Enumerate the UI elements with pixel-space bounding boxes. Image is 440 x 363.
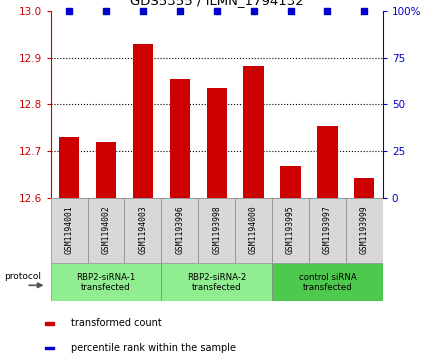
Bar bbox=[88, 198, 125, 263]
Text: GSM1193997: GSM1193997 bbox=[323, 205, 332, 254]
Text: GSM1194002: GSM1194002 bbox=[102, 205, 110, 254]
Bar bbox=[125, 198, 161, 263]
Bar bbox=[346, 198, 383, 263]
Bar bbox=[45, 322, 55, 325]
Text: GSM1193999: GSM1193999 bbox=[360, 205, 369, 254]
Point bbox=[66, 8, 73, 14]
Point bbox=[250, 8, 257, 14]
Bar bbox=[170, 79, 190, 198]
Text: GSM1194001: GSM1194001 bbox=[65, 205, 73, 254]
Bar bbox=[309, 198, 346, 263]
Point bbox=[324, 8, 331, 14]
Text: percentile rank within the sample: percentile rank within the sample bbox=[71, 343, 236, 353]
Bar bbox=[51, 198, 88, 263]
Bar bbox=[96, 142, 116, 198]
Text: GSM1193996: GSM1193996 bbox=[175, 205, 184, 254]
Bar bbox=[51, 263, 161, 301]
Text: control siRNA
transfected: control siRNA transfected bbox=[299, 273, 356, 292]
Bar bbox=[198, 198, 235, 263]
Bar bbox=[243, 66, 264, 198]
Text: transformed count: transformed count bbox=[71, 318, 161, 328]
Bar bbox=[280, 166, 301, 198]
Bar bbox=[235, 198, 272, 263]
Title: GDS5355 / ILMN_1794132: GDS5355 / ILMN_1794132 bbox=[130, 0, 304, 7]
Point bbox=[361, 8, 368, 14]
Point bbox=[213, 8, 220, 14]
Bar bbox=[161, 198, 198, 263]
Bar bbox=[161, 263, 272, 301]
Bar bbox=[59, 137, 79, 198]
Bar bbox=[272, 263, 383, 301]
Bar bbox=[354, 178, 374, 198]
Text: GSM1193998: GSM1193998 bbox=[212, 205, 221, 254]
Bar bbox=[206, 88, 227, 198]
Point bbox=[287, 8, 294, 14]
Text: protocol: protocol bbox=[4, 272, 41, 281]
Text: GSM1194003: GSM1194003 bbox=[138, 205, 147, 254]
Bar bbox=[317, 126, 337, 198]
Text: RBP2-siRNA-1
transfected: RBP2-siRNA-1 transfected bbox=[76, 273, 136, 292]
Point bbox=[139, 8, 147, 14]
Bar bbox=[45, 347, 55, 350]
Bar bbox=[133, 44, 153, 198]
Text: RBP2-siRNA-2
transfected: RBP2-siRNA-2 transfected bbox=[187, 273, 246, 292]
Text: GSM1193995: GSM1193995 bbox=[286, 205, 295, 254]
Bar bbox=[272, 198, 309, 263]
Point bbox=[176, 8, 183, 14]
Point bbox=[103, 8, 110, 14]
Text: GSM1194000: GSM1194000 bbox=[249, 205, 258, 254]
